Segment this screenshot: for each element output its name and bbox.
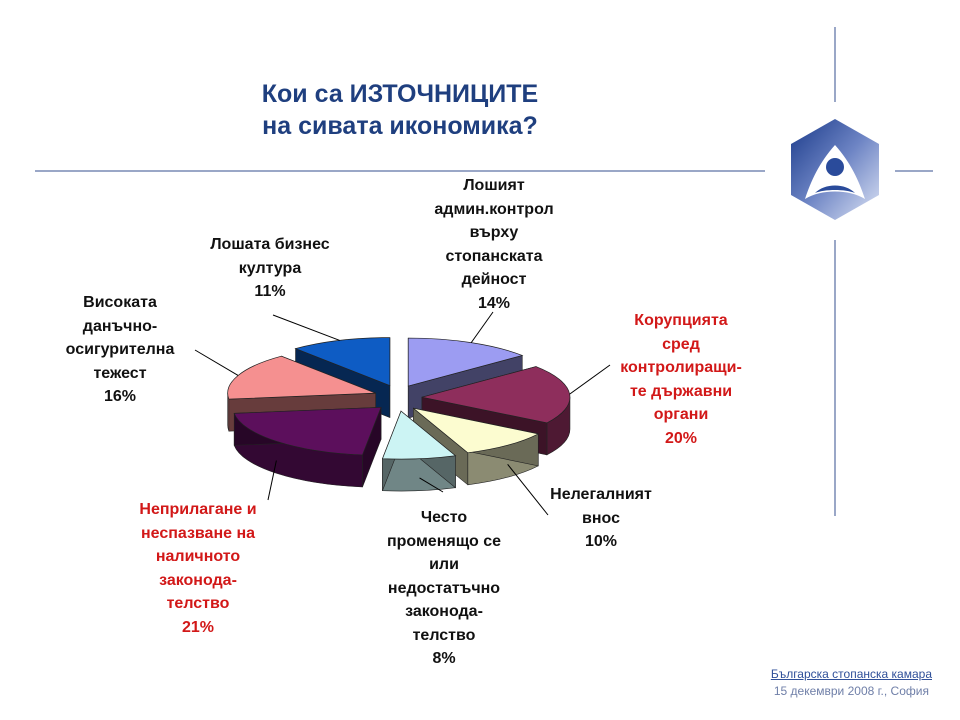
slice-label-text: внос [582,509,620,527]
footer: Българска стопанска камара 15 декември 2… [771,666,932,700]
slice-label-illegal-import: Нелегалният внос 10% [528,483,674,554]
slice-label-text: върху [469,224,519,241]
slice-value-label: 14% [477,294,511,312]
slice-label-text: наличното [155,548,241,565]
page-title: Кои са ИЗТОЧНИЦИТЕ на сивата икономика? [200,78,600,142]
slice-label-text: стопанската [445,247,543,265]
leader-line-0 [470,311,494,343]
slice-label-text: или [429,556,459,573]
slice-label-text: сред [662,335,700,353]
slice-label-non-enforcement: Неприлагане и неспазване на наличното закон… [110,498,286,639]
header-divider-left [35,170,765,172]
pie-slice-6 [294,337,391,387]
pie-slice-5 [227,355,376,400]
slice-label-text: те държавни [629,382,733,400]
slice-value-label: 21% [181,618,215,636]
pie-slice-1 [421,366,571,424]
slice-label-text: органи [653,406,709,423]
slice-label-text: законода- [159,571,237,589]
slice-label-text: тежест [93,364,147,382]
vertical-divider-top [834,27,836,102]
pie-slice-2 [413,407,540,454]
slice-label-text: телство [412,626,476,644]
header-divider-right [895,170,933,172]
slice-label-text: Лошият [463,177,525,194]
leader-line-1 [569,364,611,395]
slice-label-text: Нелегалният [550,486,652,503]
slice-label-text: Високата [83,294,157,311]
title-line-2: на сивата икономика? [262,112,538,140]
slice-label-text: админ.контрол [434,200,554,218]
slice-label-tax-burden: Високата данъчно-осигурителна тежест 16% [42,291,198,409]
slice-value-label: 10% [584,533,618,550]
title-line-1: Кои са ИЗТОЧНИЦИТЕ [261,80,539,108]
leader-line-4 [267,460,277,501]
leader-line-6 [272,314,340,341]
slice-label-text: Лошата бизнес [210,236,330,253]
slice-value-label: 11% [254,283,286,300]
pie-slice-4 [233,406,382,456]
slice-label-text: телство [166,595,230,612]
pie-slice-3 [381,410,457,460]
slice-label-business-culture: Лошата бизнес култура 11% [180,233,360,304]
leader-line-5 [194,349,239,376]
pie-slice-0 [407,337,524,387]
vertical-divider-bottom [834,240,836,516]
slice-label-text: дейност [461,271,527,288]
slice-label-text: променящо се [386,532,502,550]
slice-value-label: 8% [432,650,456,667]
slice-label-changing-legislation: Често променящо се или недостатъчно законода… [360,506,528,671]
slice-label-corruption: Корупцията сред контролиращи-те държавни ор… [598,309,764,450]
slice-label-text: неспазване на [140,524,256,542]
slice-label-text: контролиращи- [620,359,742,376]
slice-label-text: законода- [405,603,483,620]
leader-line-3 [419,477,444,493]
slice-value-label: 16% [103,388,137,405]
footer-date: 15 декември 2008 г., София [773,684,929,698]
footer-organization-link[interactable]: Българска стопанска камара [770,667,932,681]
slice-label-text: недостатъчно [387,579,501,597]
slice-label-text: осигурителна [65,341,175,358]
bcc-logo [791,119,879,220]
slice-label-text: данъчно- [82,317,158,335]
slice-label-text: Корупцията [634,312,728,329]
slice-label-text: Неприлагане и [139,501,257,518]
slice-value-label: 20% [664,429,698,447]
slice-label-admin-control: Лошият админ.контрол върху стопанската дейно… [414,174,574,315]
leader-line-2 [507,464,549,516]
slice-label-text: култура [238,259,302,277]
slice-label-text: Често [420,509,468,526]
